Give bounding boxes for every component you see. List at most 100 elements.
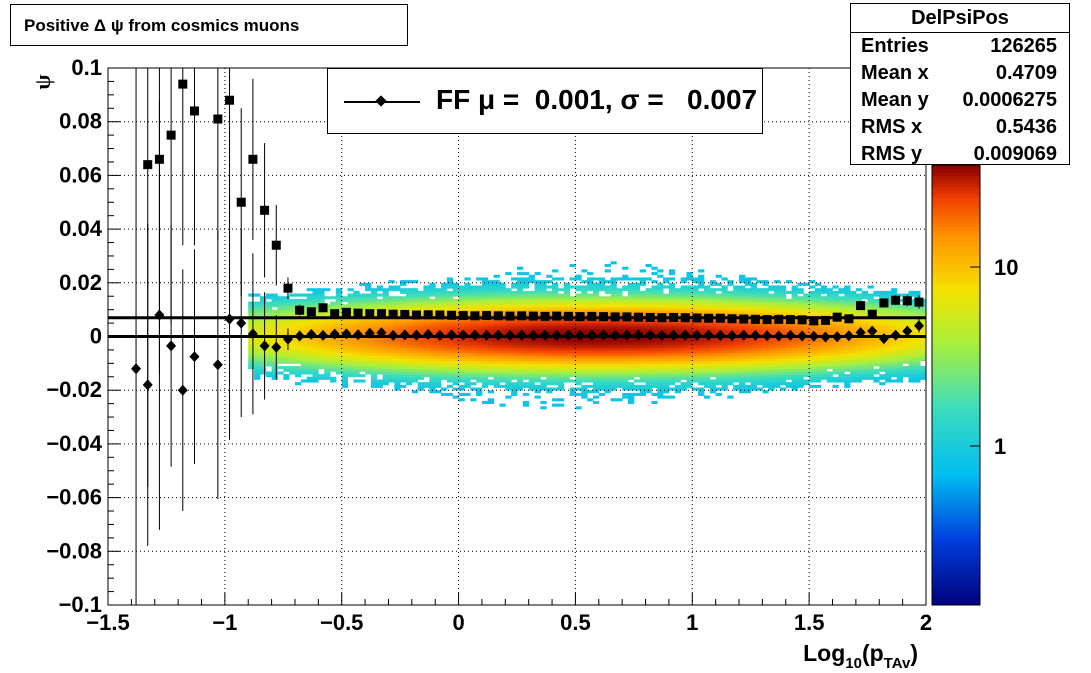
density-bin — [698, 328, 705, 332]
y-tick-label: −0.04 — [46, 431, 102, 456]
density-bin — [569, 336, 576, 340]
density-bin — [382, 382, 389, 386]
density-bin — [470, 309, 477, 313]
density-bin — [890, 352, 898, 356]
density-bin — [639, 368, 646, 372]
density-bin — [879, 344, 886, 348]
density-bin — [546, 379, 553, 383]
density-bin — [505, 288, 512, 292]
density-bin — [657, 269, 664, 273]
density-bin — [698, 371, 705, 375]
density-bin — [645, 296, 652, 300]
density-bin — [552, 282, 559, 286]
density-bin — [587, 296, 594, 300]
density-bin — [814, 306, 822, 311]
data-point-square — [388, 309, 398, 319]
density-bin — [312, 290, 319, 294]
density-bin — [604, 376, 611, 380]
density-bin — [908, 363, 915, 367]
density-bin — [890, 363, 898, 367]
density-bin — [546, 331, 553, 335]
density-bin — [744, 331, 752, 335]
density-bin — [330, 341, 337, 345]
density-bin — [610, 384, 617, 388]
density-bin — [598, 328, 606, 332]
density-bin — [633, 392, 641, 396]
density-bin — [768, 339, 775, 343]
density-bin — [464, 320, 471, 324]
density-bin — [540, 288, 547, 292]
density-bin — [382, 298, 389, 302]
density-bin — [341, 325, 348, 329]
density-bin — [797, 357, 804, 362]
density-bin — [546, 366, 553, 370]
density-bin — [330, 376, 337, 380]
density-bin — [458, 341, 465, 345]
density-bin — [441, 344, 448, 348]
density-bin — [476, 304, 483, 308]
density-bin — [452, 379, 459, 383]
density-bin — [774, 296, 781, 300]
density-bin — [721, 309, 728, 313]
colorbar-cell — [932, 168, 980, 173]
density-bin — [265, 304, 272, 308]
density-bin — [885, 366, 892, 370]
density-bin — [791, 325, 798, 329]
density-bin — [569, 323, 576, 327]
colorbar-cell — [932, 476, 980, 481]
density-bin — [522, 392, 530, 396]
density-bin — [277, 344, 284, 348]
density-bin — [324, 288, 331, 292]
density-bin — [628, 371, 635, 375]
density-bin — [744, 296, 752, 300]
density-bin — [569, 339, 576, 343]
density-bin — [581, 323, 588, 327]
density-bin — [663, 387, 670, 391]
density-bin — [382, 317, 389, 321]
density-bin — [844, 301, 851, 305]
density-bin — [499, 290, 506, 294]
density-bin — [464, 355, 471, 359]
density-bin — [703, 344, 711, 348]
density-bin — [376, 336, 384, 340]
density-bin — [505, 344, 512, 348]
density-bin — [739, 360, 746, 364]
density-bin — [592, 341, 600, 345]
density-bin — [499, 376, 506, 380]
density-bin — [546, 357, 553, 362]
density-bin — [855, 320, 863, 324]
data-point-square — [704, 313, 714, 323]
density-bin — [458, 306, 465, 311]
density-bin — [546, 344, 553, 348]
density-bin — [546, 274, 553, 278]
density-bin — [838, 331, 845, 335]
density-bin — [511, 277, 518, 281]
density-bin — [610, 344, 617, 348]
density-bin — [423, 344, 430, 348]
data-point-diamond — [504, 329, 515, 341]
density-bin — [657, 306, 664, 311]
density-bin — [698, 341, 705, 345]
density-bin — [715, 325, 722, 329]
density-bin — [540, 301, 547, 305]
density-bin — [610, 296, 617, 300]
density-bin — [657, 363, 664, 367]
density-bin — [844, 360, 851, 364]
density-bin — [522, 280, 530, 284]
density-bin — [283, 323, 290, 327]
density-bin — [581, 290, 588, 294]
density-bin — [639, 379, 646, 383]
density-bin — [441, 352, 448, 356]
density-bin — [692, 357, 699, 362]
density-bin — [680, 288, 687, 292]
density-bin — [622, 366, 629, 370]
density-bin — [441, 293, 448, 297]
density-bin — [809, 352, 816, 356]
colorbar-cell — [932, 286, 980, 291]
density-bin — [721, 384, 728, 388]
density-bin — [417, 368, 424, 372]
density-bin — [803, 312, 810, 316]
density-bin — [405, 323, 413, 327]
density-bin — [271, 320, 278, 324]
density-bin — [820, 296, 828, 300]
